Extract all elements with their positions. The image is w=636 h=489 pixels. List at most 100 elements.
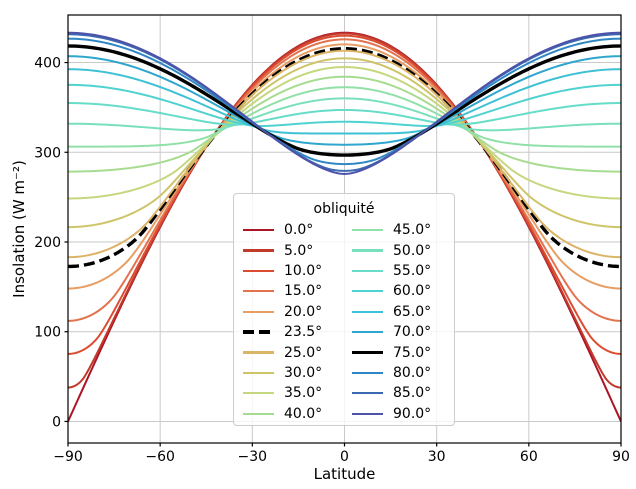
legend-item: 80.0° bbox=[352, 365, 445, 381]
legend-line-swatch bbox=[352, 331, 383, 334]
legend-entries: 0.0° 5.0° 10.0° 15.0° 20.0° 23.5° 25.0° 30.0° 35… bbox=[243, 220, 445, 424]
x-axis-label: Latitude bbox=[314, 465, 376, 483]
y-tick-label: 100 bbox=[34, 325, 61, 341]
legend-item: 60.0° bbox=[352, 283, 445, 299]
legend-item: 30.0° bbox=[243, 365, 336, 381]
legend-line-swatch bbox=[352, 249, 383, 252]
legend-item: 45.0° bbox=[352, 222, 445, 238]
legend-title: obliquité bbox=[313, 201, 375, 217]
legend-line-swatch bbox=[243, 371, 274, 375]
legend-line-swatch bbox=[352, 350, 383, 355]
legend-item-label: 55.0° bbox=[393, 262, 432, 279]
series-line-30 bbox=[68, 57, 621, 229]
legend-item-label: 10.0° bbox=[284, 262, 323, 279]
legend-item: 40.0° bbox=[243, 406, 336, 422]
tick-labels: −90 −60 −30 0 30 60 90 0 100 200 300 400 bbox=[34, 56, 630, 465]
legend-line-swatch bbox=[243, 249, 274, 252]
legend-line-swatch bbox=[352, 371, 383, 375]
legend-item: 35.0° bbox=[243, 385, 336, 401]
y-tick-label: 0 bbox=[52, 414, 61, 430]
legend-line-swatch bbox=[243, 351, 274, 354]
legend-item-label: 35.0° bbox=[284, 385, 323, 402]
series-line-5 bbox=[68, 32, 621, 389]
series-line-10 bbox=[68, 34, 621, 355]
series-line-80 bbox=[68, 37, 621, 166]
legend-item-label: 20.0° bbox=[284, 303, 323, 320]
legend-line-swatch bbox=[352, 229, 383, 232]
series-line-50 bbox=[68, 97, 621, 132]
y-axis-label: Insolation (W m⁻²) bbox=[10, 160, 28, 298]
legend-item-label: 15.0° bbox=[284, 283, 323, 300]
legend-line-swatch bbox=[243, 290, 274, 293]
legend-item-label: 75.0° bbox=[393, 344, 432, 361]
legend-line-swatch bbox=[352, 310, 383, 313]
legend-item-label: 60.0° bbox=[393, 283, 432, 300]
legend-item: 70.0° bbox=[352, 324, 445, 340]
series-line-90 bbox=[68, 31, 621, 175]
y-tick-label: 400 bbox=[34, 56, 61, 72]
legend-item: 65.0° bbox=[352, 304, 445, 320]
series-line-85 bbox=[68, 33, 621, 172]
series-line-70 bbox=[68, 55, 621, 146]
series-line-20 bbox=[68, 43, 621, 290]
legend-line-swatch bbox=[243, 412, 274, 415]
legend-item-label: 40.0° bbox=[284, 405, 323, 422]
legend-line-swatch bbox=[243, 229, 274, 232]
curve-group bbox=[68, 31, 621, 422]
legend-item-label: 70.0° bbox=[393, 324, 432, 341]
series-line-55 bbox=[68, 102, 621, 126]
legend-line-swatch bbox=[352, 290, 383, 293]
legend-item-label: 85.0° bbox=[393, 385, 432, 402]
series-line-23.5 bbox=[68, 46, 621, 269]
legend-item-label: 0.0° bbox=[284, 222, 314, 239]
legend-item: 90.0° bbox=[352, 406, 445, 422]
legend-item-label: 45.0° bbox=[393, 222, 432, 239]
legend-line-swatch bbox=[243, 392, 274, 395]
x-tick-label: 0 bbox=[340, 449, 349, 465]
legend-line-swatch bbox=[352, 412, 383, 415]
tick-marks bbox=[64, 61, 622, 447]
y-tick-label: 300 bbox=[34, 145, 61, 161]
x-tick-label: −90 bbox=[53, 449, 83, 465]
x-tick-label: 90 bbox=[612, 449, 630, 465]
series-line-65 bbox=[68, 68, 621, 135]
legend-item-label: 50.0° bbox=[393, 242, 432, 259]
legend-item: 50.0° bbox=[352, 243, 445, 259]
series-line-25 bbox=[68, 49, 621, 259]
series-line-15 bbox=[68, 38, 621, 322]
legend-line-swatch bbox=[243, 269, 274, 273]
legend-item: 5.0° bbox=[243, 243, 336, 259]
legend-item: 25.0° bbox=[243, 345, 336, 361]
legend-line-swatch bbox=[243, 330, 274, 334]
legend-item: 85.0° bbox=[352, 385, 445, 401]
legend-line-swatch bbox=[352, 392, 383, 395]
legend-item: 55.0° bbox=[352, 263, 445, 279]
legend-line-swatch bbox=[243, 310, 274, 313]
series-line-60 bbox=[68, 83, 621, 128]
x-tick-label: 60 bbox=[520, 449, 538, 465]
legend-item-label: 5.0° bbox=[284, 242, 314, 259]
legend-item-label: 65.0° bbox=[393, 303, 432, 320]
series-line-45 bbox=[68, 86, 621, 148]
series-line-35 bbox=[68, 66, 621, 200]
series-line-75 bbox=[68, 44, 621, 157]
legend: obliquité 0.0° 5.0° 10.0° 15.0° 20.0° 23.5° 25… bbox=[233, 193, 455, 426]
legend-line-swatch bbox=[352, 269, 383, 273]
y-tick-label: 200 bbox=[34, 235, 61, 251]
x-tick-label: 30 bbox=[428, 449, 446, 465]
legend-item: 10.0° bbox=[243, 263, 336, 279]
legend-item-label: 80.0° bbox=[393, 364, 432, 381]
legend-item: 75.0° bbox=[352, 345, 445, 361]
x-tick-label: −60 bbox=[145, 449, 175, 465]
legend-item-label: 23.5° bbox=[284, 324, 323, 341]
legend-item: 23.5° bbox=[243, 324, 336, 340]
legend-item-label: 90.0° bbox=[393, 405, 432, 422]
legend-item-label: 30.0° bbox=[284, 364, 323, 381]
legend-item: 15.0° bbox=[243, 283, 336, 299]
legend-item: 20.0° bbox=[243, 304, 336, 320]
series-line-40 bbox=[68, 75, 621, 173]
x-tick-label: −30 bbox=[238, 449, 268, 465]
legend-item: 0.0° bbox=[243, 222, 336, 238]
legend-item-label: 25.0° bbox=[284, 344, 323, 361]
